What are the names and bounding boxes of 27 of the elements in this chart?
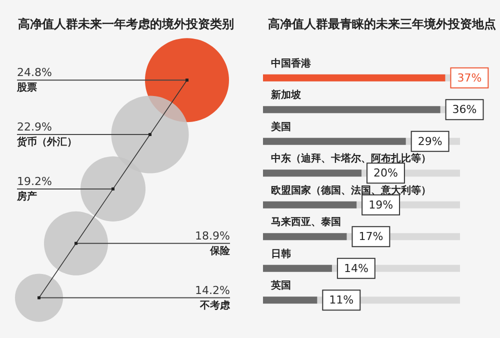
y-tick-label: 美国 [270, 120, 291, 133]
category-label: 房产 [16, 190, 37, 202]
y-tick-label: 日韩 [271, 248, 291, 260]
y-tick-label: 新加坡 [270, 89, 302, 102]
data-label: 24.8% [17, 66, 52, 80]
chart-title: 高净值人群最青睐的未来三年境外投资地点 [268, 17, 496, 31]
y-tick-label: 中东（迪拜、卡塔尔、阿布扎比等） [271, 152, 431, 165]
data-label: 18.9% [195, 229, 230, 242]
data-label: 14.2% [195, 284, 230, 297]
text: 高净值人群未来一年考虑的境外投资类别 [18, 17, 234, 31]
category-label: 货币（外汇） [16, 136, 77, 148]
data-label: 37% [457, 71, 482, 84]
y-tick-label: 中国香港 [271, 57, 312, 70]
data-label: 14% [344, 262, 368, 275]
y-tick-label: 英国 [270, 280, 291, 292]
data-label: 19% [368, 198, 394, 212]
data-label: 36% [452, 103, 477, 116]
data-label: 20% [374, 166, 398, 180]
data-label: 19.2% [17, 174, 52, 188]
y-tick-label: 马来西亚、泰国 [271, 216, 341, 228]
data-label: 29% [418, 134, 442, 148]
category-label: 不考虑 [199, 299, 231, 312]
data-label: 17% [358, 230, 384, 244]
data-label: 11% [329, 294, 354, 307]
data-label: 22.9% [17, 120, 52, 134]
category-label: 保险 [209, 244, 231, 257]
category-label: 股票 [16, 82, 37, 94]
